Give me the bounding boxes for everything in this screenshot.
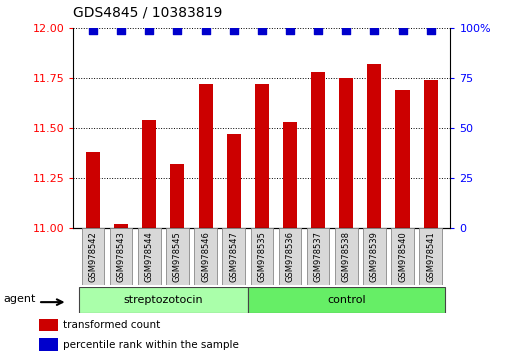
FancyBboxPatch shape [82,228,104,285]
Text: GSM978538: GSM978538 [341,231,350,282]
Point [370,28,378,33]
Bar [226,134,240,228]
FancyBboxPatch shape [250,228,273,285]
FancyBboxPatch shape [194,228,217,285]
FancyBboxPatch shape [79,287,247,313]
Text: GDS4845 / 10383819: GDS4845 / 10383819 [73,5,222,19]
Text: GSM978547: GSM978547 [229,231,238,282]
Point [229,28,237,33]
Bar [395,90,409,228]
Point [117,28,125,33]
Text: agent: agent [4,294,36,304]
Point [314,28,322,33]
Text: GSM978540: GSM978540 [397,231,406,282]
Text: GSM978543: GSM978543 [117,231,125,282]
FancyBboxPatch shape [166,228,188,285]
Bar [367,64,381,228]
Point [426,28,434,33]
Point [397,28,406,33]
Bar [311,72,325,228]
Bar [170,164,184,228]
Point [173,28,181,33]
FancyBboxPatch shape [306,228,329,285]
Text: GSM978542: GSM978542 [88,231,97,282]
Bar [282,122,296,228]
Bar [39,319,58,331]
Point [145,28,153,33]
Text: GSM978539: GSM978539 [369,231,378,282]
Text: GSM978544: GSM978544 [144,231,154,282]
FancyBboxPatch shape [247,287,444,313]
Bar [142,120,156,228]
Bar [338,78,352,228]
Bar [39,338,58,351]
Text: percentile rank within the sample: percentile rank within the sample [63,339,238,350]
Point [89,28,97,33]
Text: GSM978541: GSM978541 [425,231,434,282]
FancyBboxPatch shape [334,228,357,285]
Text: GSM978536: GSM978536 [285,231,294,282]
FancyBboxPatch shape [419,228,441,285]
FancyBboxPatch shape [110,228,132,285]
FancyBboxPatch shape [222,228,244,285]
Text: GSM978537: GSM978537 [313,231,322,282]
Bar [86,152,100,228]
Bar [114,224,128,228]
Text: GSM978546: GSM978546 [200,231,210,282]
Point [201,28,209,33]
FancyBboxPatch shape [390,228,413,285]
Text: transformed count: transformed count [63,320,160,330]
Text: GSM978545: GSM978545 [173,231,182,282]
Point [258,28,266,33]
FancyBboxPatch shape [278,228,300,285]
Bar [423,80,437,228]
Text: control: control [326,295,365,305]
Text: streptozotocin: streptozotocin [123,295,203,305]
FancyBboxPatch shape [138,228,160,285]
Point [341,28,349,33]
Text: GSM978535: GSM978535 [257,231,266,282]
FancyBboxPatch shape [363,228,385,285]
Point [285,28,293,33]
Bar [198,84,212,228]
Bar [255,84,268,228]
